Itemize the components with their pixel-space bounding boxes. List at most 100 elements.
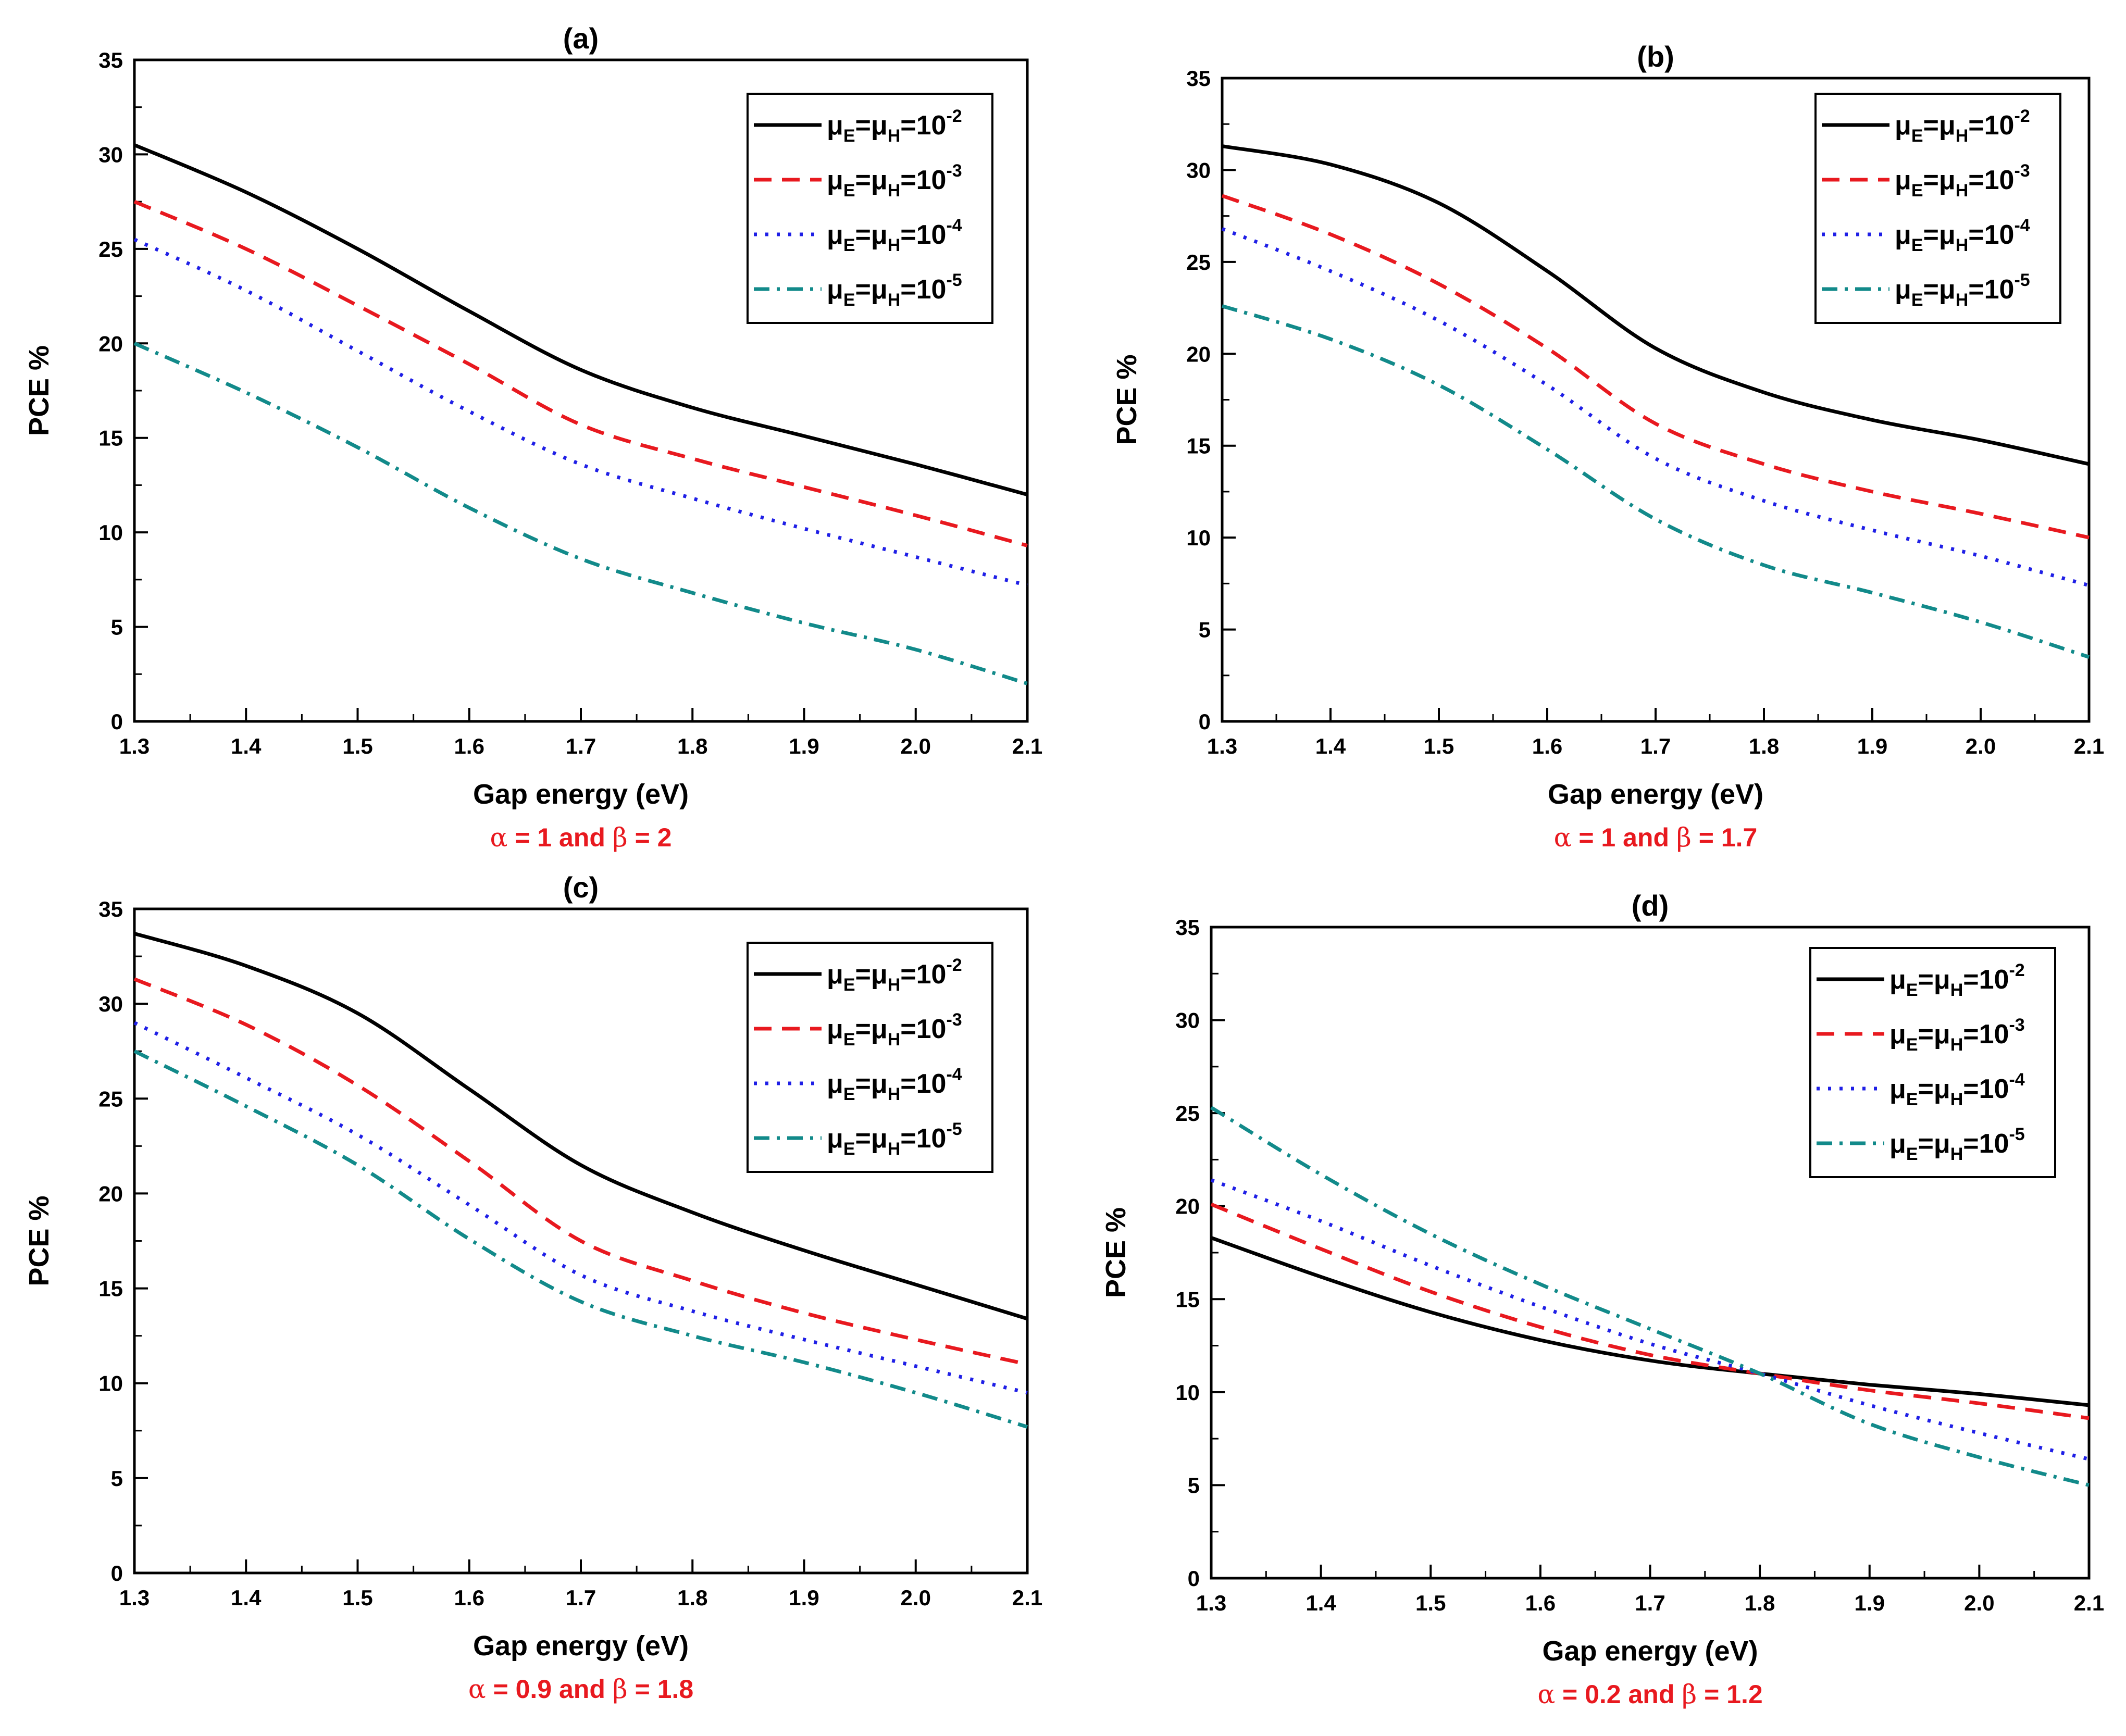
series-line-2 xyxy=(1210,1202,2090,1420)
y-tick-label: 20 xyxy=(1186,342,1211,366)
legend-label-2: μE=μH=10-3 xyxy=(1895,161,2030,201)
x-tick-label: 2.1 xyxy=(2074,1591,2104,1615)
x-tick-label: 1.7 xyxy=(566,734,596,758)
legend-label-4: μE=μH=10-5 xyxy=(827,270,962,310)
panel-title: (d) xyxy=(1632,889,1669,922)
x-tick-label: 1.9 xyxy=(1857,734,1887,758)
x-tick-label: 1.4 xyxy=(231,1585,262,1610)
x-tick-label: 1.6 xyxy=(1532,734,1562,758)
y-tick-label: 30 xyxy=(98,142,123,167)
y-tick-label: 15 xyxy=(1175,1287,1200,1312)
legend: μE=μH=10-2 μE=μH=10-3 μE=μH=10-4 μE=μH=10-5 xyxy=(747,942,993,1173)
x-tick-label: 1.6 xyxy=(1525,1591,1556,1615)
y-tick-label: 10 xyxy=(98,520,123,545)
y-tick-label: 35 xyxy=(98,48,123,72)
y-tick-label: 0 xyxy=(1199,709,1211,734)
y-tick-label: 35 xyxy=(1175,915,1200,940)
x-tick-label: 1.9 xyxy=(1855,1591,1885,1615)
x-tick-label: 1.5 xyxy=(1415,1591,1446,1615)
y-tick-label: 10 xyxy=(1175,1380,1200,1405)
y-axis-label: PCE % xyxy=(1111,354,1142,445)
x-axis-label: Gap energy (eV) xyxy=(1548,779,1763,810)
x-tick-label: 1.3 xyxy=(119,1585,150,1610)
x-tick-label: 1.4 xyxy=(231,734,262,758)
panel-b: (b) 1.3 1.4 1.5 1.6 1.7 1.8 1.9 2.0 2.1 0 5 10 15 20 25… xyxy=(1111,40,2104,853)
x-tick-label: 1.8 xyxy=(1745,1591,1775,1615)
x-tick-label: 1.4 xyxy=(1306,1591,1336,1615)
y-tick-label: 15 xyxy=(98,1277,123,1301)
series-line-1 xyxy=(1222,144,2090,466)
y-axis-label: PCE % xyxy=(23,345,55,436)
legend-label-4: μE=μH=10-5 xyxy=(1889,1125,2025,1164)
legend-label-3: μE=μH=10-4 xyxy=(827,1065,962,1104)
x-tick-label: 1.5 xyxy=(342,734,372,758)
y-tick-label: 30 xyxy=(1186,158,1211,182)
panel-c: (c) 1.3 1.4 1.5 1.6 1.7 1.8 1.9 2.0 2.1 0 5 10 15 20 25… xyxy=(23,871,1042,1704)
legend-label-2: μE=μH=10-3 xyxy=(827,1010,962,1050)
series-line-1 xyxy=(133,143,1028,496)
legend-box xyxy=(1809,947,2056,1178)
y-tick-label: 35 xyxy=(1186,66,1211,91)
y-tick-label: 25 xyxy=(98,237,123,261)
y-tick-label: 0 xyxy=(1188,1566,1200,1591)
y-tick-label: 25 xyxy=(1186,250,1211,274)
y-tick-label: 5 xyxy=(111,615,123,640)
series-line-2 xyxy=(1221,194,2090,540)
y-tick-label: 5 xyxy=(1199,618,1211,642)
x-tick-label: 1.3 xyxy=(1207,734,1237,758)
x-tick-label: 2.0 xyxy=(1964,1591,1994,1615)
y-axis-label: PCE % xyxy=(1100,1207,1132,1298)
x-tick-label: 1.7 xyxy=(566,1585,596,1610)
x-tick-label: 1.8 xyxy=(677,1585,707,1610)
legend-label-1: μE=μH=10-2 xyxy=(1889,960,2025,1000)
legend-label-2: μE=μH=10-3 xyxy=(1889,1015,2025,1055)
x-tick-label: 1.4 xyxy=(1315,734,1346,758)
x-tick-label: 2.1 xyxy=(2074,734,2104,758)
x-tick-label: 1.7 xyxy=(1635,1591,1665,1615)
x-axis-label: Gap energy (eV) xyxy=(473,1630,689,1662)
x-tick-label: 1.9 xyxy=(789,1585,819,1610)
legend-box xyxy=(747,942,993,1173)
y-tick-label: 25 xyxy=(98,1086,123,1111)
series-line-3 xyxy=(1210,1178,2090,1461)
series-line-4 xyxy=(1210,1106,2090,1487)
parameter-caption: α = 0.2 and β = 1.2 xyxy=(1537,1679,1762,1709)
legend-box xyxy=(747,93,993,324)
legend: μE=μH=10-2 μE=μH=10-3 μE=μH=10-4 μE=μH=10-5 xyxy=(1809,947,2056,1178)
y-tick-label: 20 xyxy=(1175,1194,1200,1219)
series-line-1 xyxy=(1210,1236,2090,1407)
x-tick-label: 1.9 xyxy=(789,734,819,758)
x-tick-label: 1.3 xyxy=(1196,1591,1226,1615)
y-tick-label: 15 xyxy=(98,426,123,451)
y-tick-label: 20 xyxy=(98,1181,123,1206)
x-tick-label: 2.0 xyxy=(1966,734,1996,758)
y-tick-label: 35 xyxy=(98,897,123,921)
x-tick-label: 1.7 xyxy=(1640,734,1671,758)
legend: μE=μH=10-2 μE=μH=10-3 μE=μH=10-4 μE=μH=10-5 xyxy=(1814,93,2061,324)
legend-label-4: μE=μH=10-5 xyxy=(827,1119,962,1159)
x-tick-label: 2.1 xyxy=(1012,1585,1042,1610)
parameter-caption: α = 0.9 and β = 1.8 xyxy=(468,1674,693,1704)
parameter-caption: α = 1 and β = 2 xyxy=(490,822,672,853)
panel-title: (b) xyxy=(1637,40,1674,73)
y-tick-label: 25 xyxy=(1175,1101,1200,1126)
series-line-1 xyxy=(134,932,1028,1321)
x-tick-label: 2.1 xyxy=(1012,734,1042,758)
x-tick-label: 1.5 xyxy=(342,1585,372,1610)
legend-label-4: μE=μH=10-5 xyxy=(1895,270,2030,310)
x-axis-label: Gap energy (eV) xyxy=(473,779,689,810)
legend-label-1: μE=μH=10-2 xyxy=(1895,106,2030,146)
y-tick-label: 10 xyxy=(98,1371,123,1396)
x-tick-label: 1.8 xyxy=(1749,734,1779,758)
y-tick-label: 30 xyxy=(1175,1008,1200,1033)
y-tick-label: 0 xyxy=(111,1561,123,1585)
parameter-caption: α = 1 and β = 1.7 xyxy=(1554,822,1758,853)
x-tick-label: 1.8 xyxy=(677,734,707,758)
series-line-2 xyxy=(133,977,1028,1366)
legend-label-2: μE=μH=10-3 xyxy=(827,161,962,201)
x-tick-label: 2.0 xyxy=(901,734,931,758)
y-axis-label: PCE % xyxy=(23,1195,55,1286)
legend-label-3: μE=μH=10-4 xyxy=(1889,1070,2025,1109)
y-tick-label: 5 xyxy=(1188,1473,1200,1497)
series-line-4 xyxy=(1221,304,2090,659)
